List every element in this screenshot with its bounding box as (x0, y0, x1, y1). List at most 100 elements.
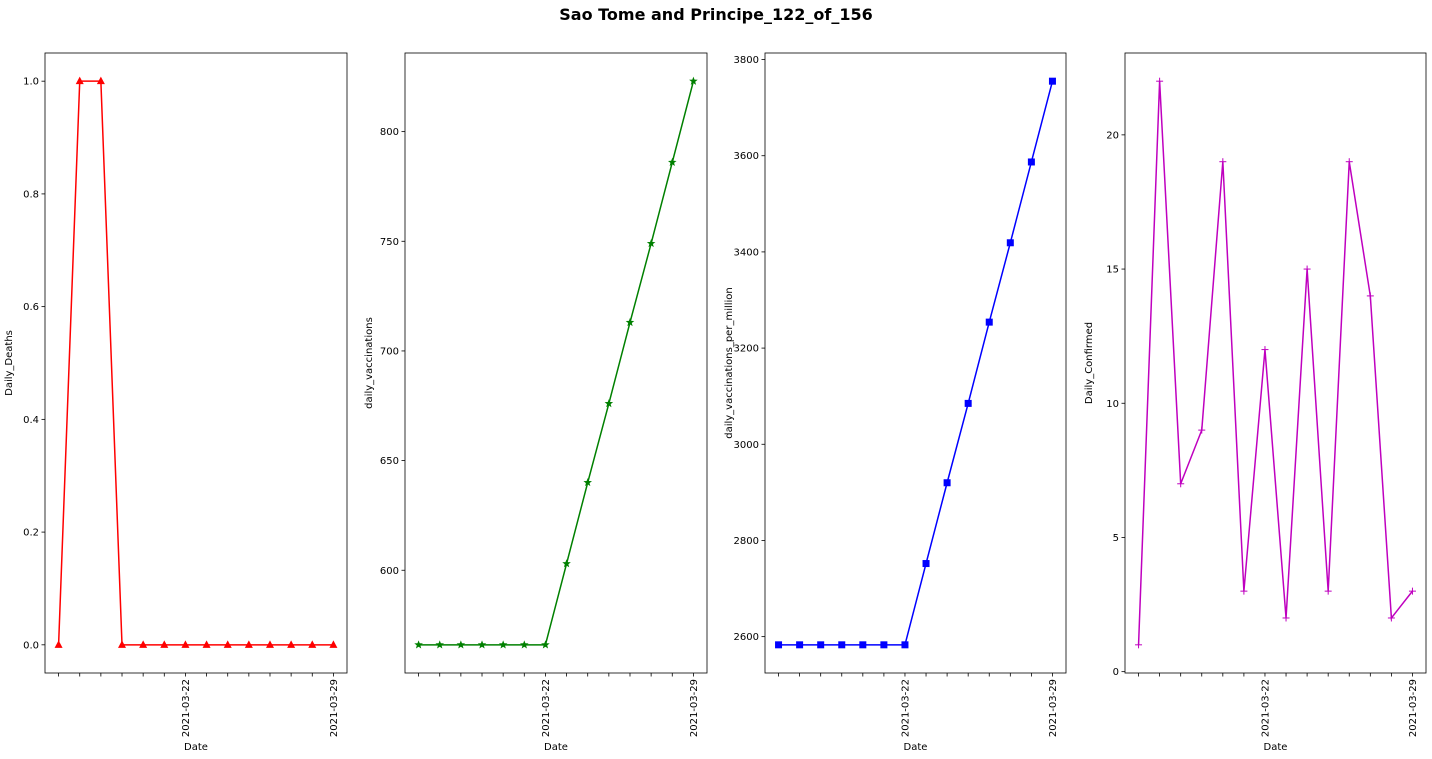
y-tick-label: 3000 (734, 440, 759, 451)
data-point (1006, 239, 1014, 247)
data-point (1177, 480, 1185, 488)
data-point (456, 640, 466, 649)
data-point (943, 479, 951, 487)
data-point (1261, 346, 1269, 354)
y-axis-label: Daily_Deaths (4, 330, 15, 396)
data-point (646, 238, 656, 248)
subplot-4: 0 5 10 15 20 2021-03-22 2021-03-29 Date Daily_Co… (1084, 52, 1427, 753)
data-point (244, 640, 253, 648)
subplot-3: 2600 2800 3000 3200 3400 3600 3800 2021-03-22 20… (724, 52, 1067, 753)
data-point (1156, 77, 1164, 85)
y-tick-label: 3200 (734, 344, 759, 355)
y-tick-label: 0.8 (23, 189, 39, 200)
data-point (202, 640, 211, 648)
data-point (118, 640, 127, 648)
data-point (775, 641, 783, 649)
data-point (667, 157, 677, 166)
data-point (1366, 292, 1374, 300)
x-axis-label: Date (184, 742, 208, 753)
data-point (1345, 158, 1353, 166)
x-tick-label: 2021-03-29 (689, 679, 700, 737)
data-point (838, 641, 846, 649)
y-axis-label: Daily_Confirmed (1084, 322, 1095, 404)
data-point (541, 640, 550, 649)
y-tick-label: 700 (380, 346, 399, 357)
data-point (181, 640, 190, 648)
y-tick-label: 0.2 (23, 528, 39, 539)
data-point (1198, 426, 1206, 434)
data-point (1408, 587, 1416, 595)
data-point (75, 76, 84, 85)
data-point (964, 399, 972, 407)
data-point (901, 641, 909, 649)
y-tick-label: 10 (1106, 399, 1119, 410)
y-tick-label: 20 (1106, 130, 1119, 141)
data-point (985, 318, 993, 326)
data-point (796, 641, 804, 649)
y-tick-label: 1.0 (23, 77, 39, 88)
data-point (562, 559, 571, 568)
data-point (1219, 158, 1227, 166)
data-point (435, 640, 445, 649)
y-tick-label: 0.4 (23, 415, 39, 426)
y-tick-label: 650 (380, 456, 399, 467)
y-tick-label: 15 (1106, 265, 1119, 276)
y-tick-label: 0.6 (23, 302, 39, 313)
series-line (1137, 81, 1414, 645)
data-point (1324, 587, 1332, 595)
data-point (1387, 614, 1395, 622)
data-point (583, 478, 592, 487)
y-tick-label: 2800 (734, 536, 759, 547)
y-tick-label: 750 (380, 237, 399, 248)
y-tick-label: 3800 (734, 55, 759, 66)
x-axis-label: Date (904, 742, 928, 753)
y-tick-label: 3600 (734, 151, 759, 162)
data-point (477, 640, 487, 649)
data-point (1282, 614, 1290, 622)
axes-frame (404, 52, 708, 674)
data-point (160, 640, 169, 648)
data-point (1135, 641, 1143, 649)
y-tick-label: 0 (1113, 667, 1119, 678)
y-tick-label: 3400 (734, 247, 759, 258)
data-point (265, 640, 274, 648)
x-tick-label: 2021-03-22 (181, 679, 192, 737)
data-point (604, 399, 614, 408)
axes-frame (44, 52, 348, 674)
data-point (498, 640, 508, 649)
y-tick-label: 800 (380, 127, 399, 138)
y-axis-label: daily_vaccinations_per_million (724, 287, 735, 439)
data-point (817, 641, 825, 649)
x-axis-label: Date (1264, 742, 1288, 753)
data-point (54, 640, 63, 648)
data-point (223, 640, 232, 648)
x-tick-label: 2021-03-29 (329, 679, 340, 737)
data-point (308, 640, 317, 648)
data-point (287, 640, 296, 648)
data-point (1240, 587, 1248, 595)
x-tick-label: 2021-03-29 (1048, 679, 1059, 737)
data-point (689, 76, 698, 85)
y-tick-label: 2600 (734, 632, 759, 643)
axes-frame (1124, 52, 1427, 674)
series-line (57, 80, 334, 646)
x-axis-label: Date (544, 742, 568, 753)
data-point (859, 641, 867, 649)
axes-frame (764, 52, 1067, 674)
data-point (1027, 158, 1035, 166)
data-point (96, 76, 105, 85)
y-tick-label: 600 (380, 566, 399, 577)
series-line (778, 80, 1054, 646)
y-tick-label: 0.0 (23, 640, 39, 651)
subplot-2: 600 650 700 750 800 2021-03-22 2021-03-29 Date d… (364, 52, 708, 753)
figure-title: Sao Tome and Principe_122_of_156 (559, 5, 872, 24)
data-point (625, 317, 635, 327)
data-point (139, 640, 148, 648)
x-tick-label: 2021-03-22 (900, 679, 911, 737)
x-tick-label: 2021-03-22 (1260, 679, 1271, 737)
data-point (922, 560, 930, 568)
y-tick-label: 5 (1113, 533, 1119, 544)
x-tick-label: 2021-03-22 (541, 679, 552, 737)
series-line (418, 80, 695, 646)
